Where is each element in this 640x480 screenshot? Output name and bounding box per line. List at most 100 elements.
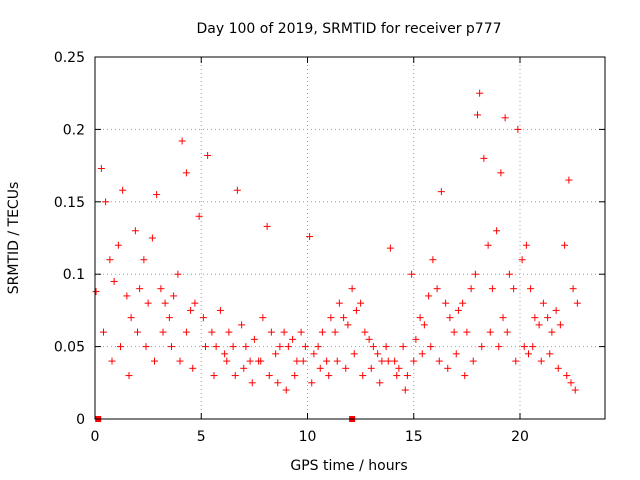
data-point xyxy=(569,285,577,293)
data-point xyxy=(182,169,190,177)
data-point xyxy=(348,285,356,293)
data-point xyxy=(221,350,229,358)
data-point xyxy=(127,314,135,322)
data-point xyxy=(399,343,407,351)
data-point xyxy=(427,343,435,351)
data-point xyxy=(157,285,165,293)
data-point xyxy=(97,164,105,172)
data-point xyxy=(325,372,333,380)
data-point xyxy=(361,328,369,336)
data-point xyxy=(168,343,175,351)
data-point xyxy=(471,270,479,278)
data-point xyxy=(280,328,288,336)
data-point xyxy=(561,241,569,249)
data-point xyxy=(195,212,203,220)
data-point xyxy=(323,357,331,365)
data-point xyxy=(461,372,469,380)
data-point xyxy=(100,328,107,336)
data-point xyxy=(503,328,511,336)
data-point xyxy=(374,350,382,358)
data-point xyxy=(327,314,335,322)
data-point xyxy=(467,285,475,293)
data-point xyxy=(335,299,343,307)
data-point xyxy=(263,222,271,230)
data-point xyxy=(529,343,537,351)
y-tick-label: 0.25 xyxy=(54,50,85,66)
data-point xyxy=(92,288,100,296)
data-point xyxy=(393,372,401,380)
data-point xyxy=(191,299,199,307)
data-point xyxy=(384,357,392,365)
data-point xyxy=(493,227,501,235)
data-point xyxy=(148,234,156,242)
data-point xyxy=(144,299,152,307)
data-point xyxy=(495,343,503,351)
data-point xyxy=(510,285,518,293)
data-point xyxy=(391,357,399,365)
data-point xyxy=(240,364,248,372)
x-tick-label: 15 xyxy=(405,429,423,445)
data-point xyxy=(238,321,246,329)
x-tick-label: 10 xyxy=(299,429,317,445)
data-point xyxy=(318,328,326,336)
data-point xyxy=(535,321,543,329)
data-point xyxy=(478,343,486,351)
data-point xyxy=(267,328,275,336)
data-point xyxy=(344,321,352,329)
data-point xyxy=(189,364,197,372)
data-point xyxy=(102,198,110,206)
y-tick-label: 0.1 xyxy=(63,267,85,283)
data-point xyxy=(257,357,265,365)
data-point xyxy=(395,364,403,372)
data-point xyxy=(233,186,241,194)
data-point xyxy=(125,372,133,380)
data-point xyxy=(333,357,341,365)
data-point xyxy=(276,343,284,351)
data-point xyxy=(480,154,488,162)
y-tick-label: 0.15 xyxy=(54,195,85,211)
data-point xyxy=(199,314,207,322)
data-point xyxy=(463,328,471,336)
data-point xyxy=(182,328,190,336)
y-axis-label: SRMTID / TECUs xyxy=(6,182,22,295)
data-point xyxy=(340,314,348,322)
data-point xyxy=(161,299,169,307)
data-point xyxy=(314,343,322,351)
data-point xyxy=(552,306,560,314)
data-point xyxy=(223,357,231,365)
data-point xyxy=(248,379,256,387)
data-point xyxy=(250,335,258,343)
data-point xyxy=(134,328,141,336)
data-point xyxy=(573,299,581,307)
data-point xyxy=(444,364,452,372)
data-point xyxy=(297,328,305,336)
y-tick-label: 0.05 xyxy=(54,340,85,356)
axes: 0 0.05 0.1 0.15 0.2 0.25 0 5 10 15 20 xyxy=(54,50,605,445)
x-tick-label: 0 xyxy=(91,429,100,445)
data-point xyxy=(567,379,575,387)
data-point xyxy=(159,328,167,336)
data-point xyxy=(308,379,316,387)
data-point xyxy=(408,270,416,278)
data-point xyxy=(401,386,409,394)
data-point xyxy=(212,343,220,351)
plot-area xyxy=(92,89,581,422)
data-point xyxy=(246,357,254,365)
data-point xyxy=(556,321,564,329)
data-point xyxy=(459,299,467,307)
data-point xyxy=(204,151,212,159)
data-point xyxy=(488,285,496,293)
data-point xyxy=(442,299,450,307)
data-point xyxy=(531,314,539,322)
data-point xyxy=(202,343,209,351)
data-point xyxy=(548,328,556,336)
data-point xyxy=(352,306,360,314)
data-point xyxy=(425,292,433,300)
x-axis-label: GPS time / hours xyxy=(290,458,407,474)
data-point xyxy=(450,328,458,336)
data-point xyxy=(520,343,528,351)
data-point xyxy=(544,314,552,322)
data-point xyxy=(306,233,314,241)
data-point xyxy=(225,328,233,336)
data-point xyxy=(420,321,428,329)
